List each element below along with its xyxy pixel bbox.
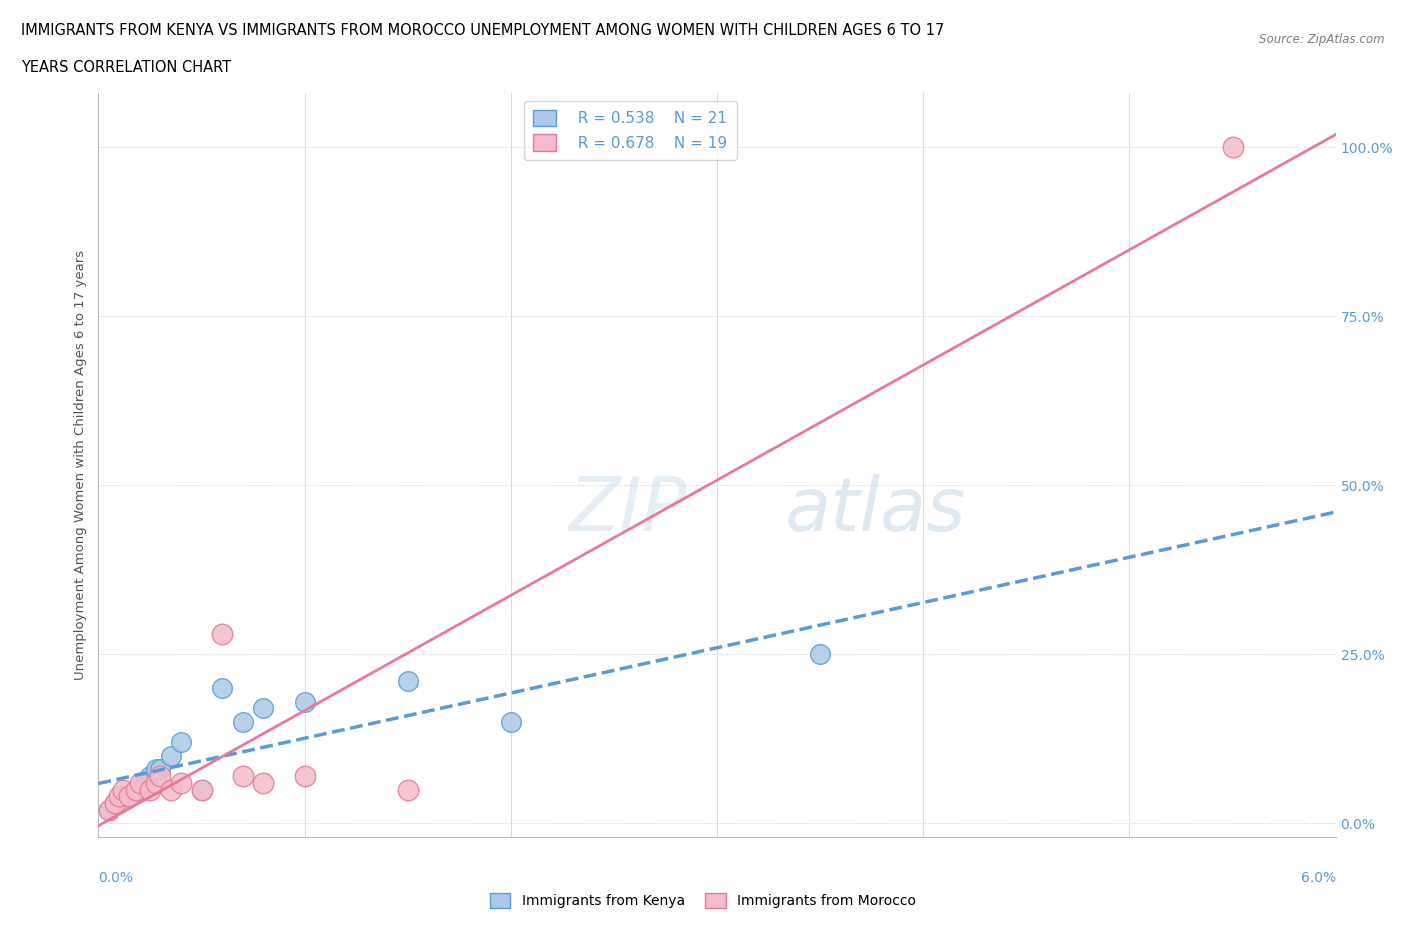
Point — [190, 782, 212, 797]
Point — [118, 789, 141, 804]
Point — [1222, 140, 1244, 154]
Point — [149, 769, 172, 784]
Point — [145, 762, 167, 777]
Point — [149, 762, 172, 777]
Point — [97, 803, 120, 817]
Point — [396, 782, 419, 797]
Point — [211, 627, 233, 642]
Text: 0.0%: 0.0% — [98, 870, 134, 884]
Point — [104, 796, 127, 811]
Point — [159, 749, 181, 764]
Point — [97, 803, 120, 817]
Text: atlas: atlas — [785, 473, 966, 546]
Point — [294, 695, 316, 710]
Text: ZIP: ZIP — [568, 473, 688, 546]
Text: 6.0%: 6.0% — [1301, 870, 1336, 884]
Point — [132, 776, 155, 790]
Point — [808, 647, 831, 662]
Point — [104, 796, 127, 811]
Point — [128, 782, 150, 797]
Point — [294, 769, 316, 784]
Text: IMMIGRANTS FROM KENYA VS IMMIGRANTS FROM MOROCCO UNEMPLOYMENT AMONG WOMEN WITH C: IMMIGRANTS FROM KENYA VS IMMIGRANTS FROM… — [21, 23, 945, 38]
Point — [190, 782, 212, 797]
Point — [112, 789, 135, 804]
Point — [211, 681, 233, 696]
Point — [232, 769, 254, 784]
Point — [118, 789, 141, 804]
Point — [124, 782, 146, 797]
Point — [396, 674, 419, 689]
Point — [108, 789, 131, 804]
Point — [252, 776, 274, 790]
Text: Source: ZipAtlas.com: Source: ZipAtlas.com — [1260, 33, 1385, 46]
Point — [145, 776, 167, 790]
Point — [128, 776, 150, 790]
Point — [170, 735, 193, 750]
Point — [139, 769, 162, 784]
Point — [159, 782, 181, 797]
Point — [124, 782, 146, 797]
Point — [108, 796, 131, 811]
Point — [232, 714, 254, 729]
Point — [139, 782, 162, 797]
Point — [170, 776, 193, 790]
Legend:   R = 0.538    N = 21,   R = 0.678    N = 19: R = 0.538 N = 21, R = 0.678 N = 19 — [524, 100, 737, 160]
Legend: Immigrants from Kenya, Immigrants from Morocco: Immigrants from Kenya, Immigrants from M… — [484, 888, 922, 914]
Point — [112, 782, 135, 797]
Point — [499, 714, 522, 729]
Text: YEARS CORRELATION CHART: YEARS CORRELATION CHART — [21, 60, 231, 75]
Y-axis label: Unemployment Among Women with Children Ages 6 to 17 years: Unemployment Among Women with Children A… — [75, 250, 87, 680]
Point — [252, 701, 274, 716]
